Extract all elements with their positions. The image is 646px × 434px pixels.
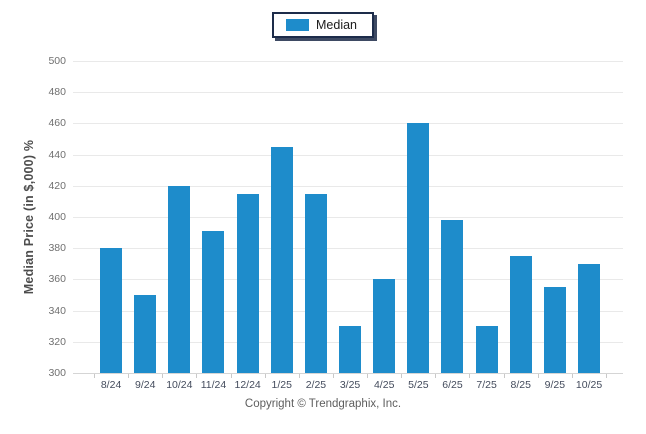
x-tick-label-1/25: 1/25 [271, 379, 292, 391]
gridline-380 [73, 248, 623, 250]
x-axis-tickmark [367, 374, 369, 378]
x-axis-tickmark [230, 374, 232, 378]
x-axis-tickmark [469, 374, 471, 378]
x-axis-tickmark [196, 374, 198, 378]
bar-slot-8/25 [504, 61, 538, 373]
bar-3/25[interactable] [339, 326, 362, 373]
bar-8/25[interactable] [509, 256, 532, 373]
bar-slot-6/25 [435, 61, 469, 373]
bar-slot-3/25 [333, 61, 367, 373]
y-tick-label-400: 400 [48, 211, 66, 223]
x-axis-tickmark [401, 374, 403, 378]
bar-5/25[interactable] [407, 123, 430, 373]
y-tick-label-480: 480 [48, 86, 66, 99]
bar-9/25[interactable] [543, 287, 566, 373]
gridline-360 [73, 279, 623, 281]
legend-label: Median [316, 18, 357, 32]
bar-1/25[interactable] [270, 146, 293, 373]
gridline-400 [73, 217, 623, 218]
gridline-480 [73, 92, 623, 94]
x-tick-label-6/25: 6/25 [442, 379, 463, 391]
bar-11/24[interactable] [202, 231, 225, 373]
bar-slot-1/25 [265, 61, 299, 373]
x-tick-label-3/25: 3/25 [339, 379, 361, 391]
y-tick-label-340: 340 [48, 304, 66, 317]
gridline-460 [73, 123, 623, 125]
copyright-text: Copyright © Trendgraphix, Inc. [244, 398, 402, 410]
x-axis-tickmark [606, 374, 607, 378]
x-axis-tickmark [332, 374, 334, 378]
bar-slot-7/25 [470, 61, 504, 373]
gridline-500 [73, 61, 623, 62]
bar-9/24[interactable] [134, 295, 157, 373]
x-axis-tickmark [571, 374, 573, 378]
bar-slot-10/24 [162, 61, 196, 373]
bar-6/25[interactable] [441, 220, 464, 373]
bar-4/25[interactable] [373, 279, 396, 373]
x-tick-label-10/25: 10/25 [575, 379, 603, 391]
x-axis-labels: 8/24 9/24 10/24 11/24 12/24 1/25 2/25 3/25 4/25 5… [94, 379, 606, 391]
x-tick-label-12/24: 12/24 [234, 379, 261, 391]
x-tick-label-9/24: 9/24 [134, 379, 156, 391]
x-axis-tickmark [435, 374, 437, 378]
x-tick-label-7/25: 7/25 [476, 379, 497, 391]
x-axis-tickmark [128, 374, 130, 378]
x-tick-label-11/24: 11/24 [200, 379, 227, 391]
x-axis-tickmark [94, 374, 95, 378]
x-axis-tickmark [503, 374, 505, 378]
y-axis-labels: 500 480 460 440 420 400 380 360 340 320 300 [0, 55, 66, 379]
x-axis-ticks [94, 373, 607, 378]
y-tick-label-460: 460 [48, 117, 66, 130]
gridline-420 [73, 185, 623, 187]
x-tick-label-10/24: 10/24 [166, 379, 193, 391]
y-tick-label-360: 360 [48, 273, 66, 286]
x-tick-label-2/25: 2/25 [305, 379, 327, 391]
x-tick-label-4/25: 4/25 [373, 379, 395, 391]
bar-slot-11/24 [196, 61, 230, 373]
plot-area [94, 61, 606, 373]
bar-8/24[interactable] [100, 248, 123, 373]
x-axis-tickmark [537, 374, 539, 378]
x-tick-label-9/25: 9/25 [544, 379, 566, 391]
bar-slot-2/25 [299, 61, 333, 373]
bar-slot-9/25 [538, 61, 572, 373]
y-tick-label-320: 320 [48, 335, 66, 348]
bar-slot-4/25 [367, 61, 401, 373]
x-tick-label-5/25: 5/25 [408, 379, 429, 391]
gridline-440 [73, 154, 623, 156]
y-tick-label-420: 420 [48, 179, 66, 192]
x-axis-tickmark [162, 374, 164, 378]
bar-slot-12/24 [231, 61, 265, 373]
gridline-300 [73, 373, 623, 374]
legend-box[interactable]: Median [272, 12, 374, 38]
x-axis-tickmark [298, 374, 300, 378]
bar-slot-5/25 [401, 61, 435, 373]
x-tick-label-8/25: 8/25 [510, 379, 531, 391]
bar-slot-8/24 [94, 61, 128, 373]
bar-12/24[interactable] [236, 193, 259, 373]
y-tick-label-300: 300 [48, 367, 66, 379]
y-tick-label-440: 440 [48, 148, 66, 161]
bar-10/24[interactable] [168, 185, 191, 373]
legend-swatch-median [286, 19, 309, 31]
y-tick-label-380: 380 [48, 242, 66, 255]
y-tick-label-500: 500 [48, 55, 66, 67]
bar-2/25[interactable] [304, 193, 327, 373]
x-tick-label-8/24: 8/24 [100, 379, 122, 391]
x-axis-tickmark [264, 374, 266, 378]
bar-slot-9/24 [128, 61, 162, 373]
gridline-340 [73, 310, 623, 312]
bar-slot-10/25 [572, 61, 606, 373]
bar-10/25[interactable] [578, 263, 601, 373]
bar-7/25[interactable] [475, 326, 498, 373]
